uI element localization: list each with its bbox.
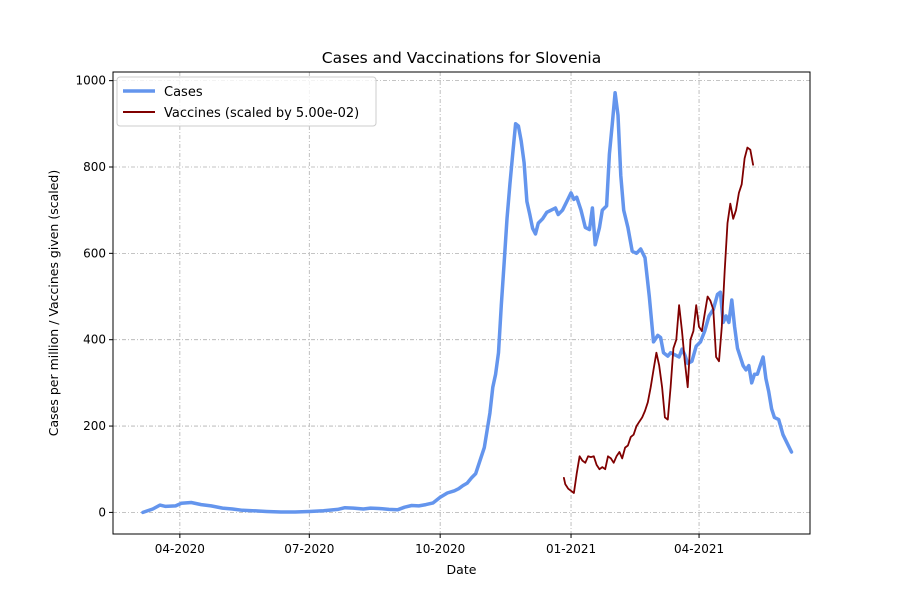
x-tick-label: 10-2020 [415, 542, 465, 556]
y-tick-label: 600 [83, 246, 106, 260]
y-tick-label: 800 [83, 160, 106, 174]
x-tick-label: 04-2021 [674, 542, 724, 556]
y-tick-label: 200 [83, 419, 106, 433]
legend: Cases Vaccines (scaled by 5.00e-02) [116, 76, 377, 127]
x-axis-label: Date [447, 562, 477, 577]
legend-label-vaccines: Vaccines (scaled by 5.00e-02) [164, 106, 359, 121]
tick-layer: 04-2020 07-2020 10-2020 01-2021 04-2021 0 200 4… [75, 74, 724, 556]
plot-frame [112, 71, 811, 535]
x-tick-label: 01-2021 [546, 542, 596, 556]
legend-box [116, 76, 377, 127]
x-tick-label: 07-2020 [284, 542, 334, 556]
y-axis-label: Cases per million / Vaccines given (scal… [46, 170, 61, 436]
series-layer [141, 90, 794, 515]
vaccines-line [563, 146, 754, 494]
y-tick-label: 0 [98, 505, 106, 519]
grid-layer [113, 72, 810, 534]
legend-label-cases: Cases [164, 85, 203, 100]
x-tick-label: 04-2020 [155, 542, 205, 556]
chart-title: Cases and Vaccinations for Slovenia [322, 49, 602, 67]
y-tick-label: 400 [83, 333, 106, 347]
cases-line [141, 90, 794, 515]
y-tick-label: 1000 [75, 74, 106, 88]
